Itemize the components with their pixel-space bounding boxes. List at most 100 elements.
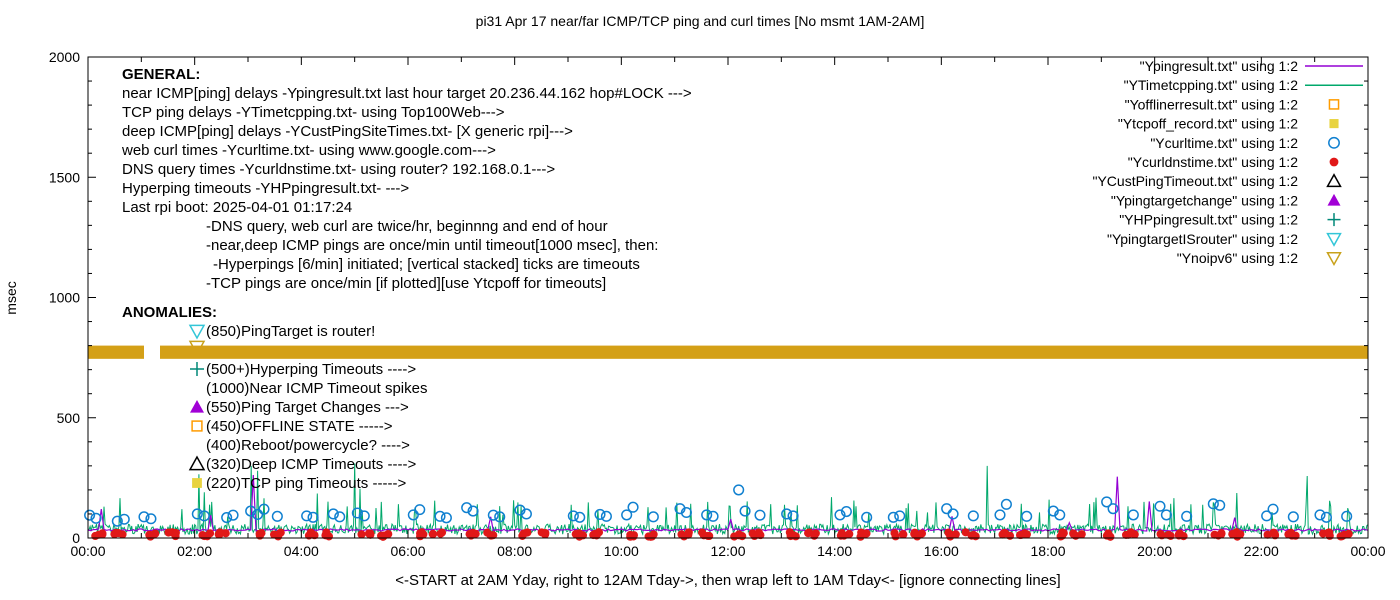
- x-tick-label: 06:00: [390, 543, 425, 559]
- series-point-Ycurltime.txt: [301, 510, 313, 522]
- series-point-Ycurltime.txt: [1214, 499, 1226, 511]
- series-point-Ycurldnstime.txt: [947, 530, 956, 540]
- series-point-Ycurltime.txt: [358, 510, 370, 522]
- series-point-Ycurldnstime.txt: [1106, 532, 1115, 541]
- general-line: Hyperping timeouts -YHPpingresult.txt- -…: [122, 180, 409, 197]
- series-point-Ycurldnstime.txt: [416, 532, 425, 541]
- series-point-Ycurldnstime.txt: [644, 532, 653, 541]
- series-point-Ycurldnstime.txt: [998, 530, 1007, 539]
- legend-marker-cyan: [1326, 232, 1342, 247]
- x-tick-label: 00:00: [1350, 543, 1385, 559]
- series-point-Ycurltime.txt: [1261, 510, 1273, 522]
- legend-label: "YpingtargetISrouter" using 1:2: [1107, 231, 1298, 247]
- series-point-Ycurltime.txt: [334, 511, 346, 523]
- x-tick-label: 12:00: [710, 543, 745, 559]
- series-point-Ycurldnstime.txt: [1228, 530, 1237, 539]
- series-point-Ycurltime.txt: [407, 509, 419, 521]
- series-point-Ycurltime.txt: [227, 509, 239, 521]
- series-point-Ycurltime.txt: [1047, 505, 1059, 517]
- series-point-Ycurltime.txt: [947, 508, 959, 520]
- series-point-Ycurltime.txt: [707, 510, 719, 522]
- series-point-Ycurldnstime.txt: [837, 529, 846, 538]
- legend-label: "YCustPingTimeout.txt" using 1:2: [1092, 173, 1298, 189]
- series-point-Ycurltime.txt: [674, 503, 686, 515]
- series-point-Ycurldnstime.txt: [1124, 530, 1133, 539]
- series-point-Ycurltime.txt: [414, 504, 426, 516]
- series-point-Ycurldnstime.txt: [899, 530, 908, 539]
- series-point-Ycurldnstime.txt: [357, 530, 366, 539]
- series-point-Ycurldnstime.txt: [221, 529, 230, 538]
- series-point-Ycurldnstime.txt: [541, 528, 550, 538]
- series-point-Ycurltime.txt: [1314, 509, 1326, 521]
- anomaly-line: (550)Ping Target Changes --->: [206, 399, 409, 416]
- series-point-Ycurltime.txt: [494, 511, 506, 523]
- legend-label: "Ypingtargetchange" using 1:2: [1111, 192, 1298, 208]
- x-tick-label: 08:00: [497, 543, 532, 559]
- series-point-Ycurldnstime.txt: [971, 532, 980, 541]
- x-tick-label: 00:00: [70, 543, 105, 559]
- series-point-Ycurltime.txt: [440, 512, 452, 524]
- anomaly-line: (850)PingTarget is router!: [206, 323, 375, 340]
- legend-marker-black: [1326, 173, 1342, 188]
- legend-label: "Ycurldnstime.txt" using 1:2: [1128, 154, 1298, 170]
- series-point-Ycurltime.txt: [594, 508, 606, 520]
- x-axis-caption: <-START at 2AM Yday, right to 12AM Tday-…: [395, 572, 1060, 589]
- series-point-Ycurltime.txt: [1267, 503, 1279, 515]
- annotation-layer: GENERAL: near ICMP[ping] delays -Ypingres…: [121, 66, 692, 492]
- series-point-Ycurltime.txt: [1021, 510, 1033, 522]
- series-point-Ycurldnstime.txt: [1164, 530, 1173, 540]
- anomaly-marker-magenta: [190, 400, 204, 413]
- general-line: deep ICMP[ping] delays -YCustPingSiteTim…: [122, 123, 573, 140]
- series-point-Ycurltime.txt: [739, 505, 751, 517]
- general-subline: -Hyperpings [6/min] initiated; [vertical…: [213, 256, 640, 273]
- x-tick-label: 20:00: [1137, 543, 1172, 559]
- series-point-Ycurldnstime.txt: [255, 530, 265, 539]
- series-point-Ycurldnstime.txt: [437, 528, 447, 537]
- legend-label: "Ynoipv6" using 1:2: [1177, 250, 1298, 266]
- series-point-Ycurldnstime.txt: [704, 531, 713, 541]
- legend-marker-gold: [1326, 252, 1342, 267]
- series-point-Ycurltime.txt: [621, 509, 633, 521]
- general-header: GENERAL:: [122, 66, 200, 83]
- legend-label: "Yofflinerresult.txt" using 1:2: [1125, 96, 1299, 112]
- series-point-Ycurltime.txt: [467, 505, 479, 517]
- series-point-Ycurldnstime.txt: [171, 532, 180, 541]
- series-point-Ycurldnstime.txt: [364, 529, 374, 538]
- anomaly-line: (320)Deep ICMP Timeouts ---->: [206, 456, 416, 473]
- series-point-Ycurltime.txt: [1000, 498, 1012, 510]
- series-point-Ycurltime.txt: [487, 509, 499, 521]
- series-point-Ycurltime.txt: [1054, 509, 1066, 521]
- series-point-Ycurltime.txt: [840, 505, 852, 518]
- anomaly-line: (500+)Hyperping Timeouts ---->: [206, 361, 416, 378]
- series-point-Ycurltime.txt: [138, 511, 150, 523]
- series-point-Ycurldnstime.txt: [629, 531, 639, 540]
- series-point-Ycurltime.txt: [754, 509, 766, 521]
- series-point-Ycurltime.txt: [1181, 510, 1193, 522]
- y-tick-label: 1500: [49, 169, 80, 185]
- series-point-Ycurldnstime.txt: [1284, 530, 1293, 539]
- general-line: web curl times -Ycurltime.txt- using www…: [121, 142, 496, 159]
- series-point-Ycurltime.txt: [733, 484, 745, 496]
- series-point-Ycurltime.txt: [1154, 500, 1166, 512]
- series-point-Ycurltime.txt: [191, 508, 203, 520]
- series-point-Ycurltime.txt: [781, 508, 793, 520]
- series-point-Ycurldnstime.txt: [789, 531, 798, 540]
- series-point-Ycurldnstime.txt: [589, 530, 598, 540]
- series-point-Ycurltime.txt: [307, 511, 319, 523]
- legend-marker-orange: [1328, 99, 1340, 110]
- series-point-Ycurltime.txt: [111, 515, 123, 527]
- series-point-Ycurltime.txt: [887, 511, 899, 523]
- legend-label: "YTimetcpping.txt" using 1:2: [1124, 77, 1299, 93]
- series-point-Ycurltime.txt: [258, 503, 270, 515]
- series-point-Ycurldnstime.txt: [1016, 530, 1026, 540]
- legend-marker-magenta: [1327, 193, 1341, 206]
- series-point-Ycurltime.txt: [647, 511, 659, 523]
- anomaly-marker-cyan: [188, 324, 206, 340]
- legend-marker-red: [1329, 157, 1339, 167]
- general-line: DNS query times -Ycurldnstime.txt- using…: [122, 161, 555, 178]
- x-tick-label: 04:00: [284, 543, 319, 559]
- series-point-Ycurltime.txt: [941, 503, 953, 515]
- noipv6-band: [88, 345, 144, 359]
- series-point-Ycurltime.txt: [701, 509, 713, 521]
